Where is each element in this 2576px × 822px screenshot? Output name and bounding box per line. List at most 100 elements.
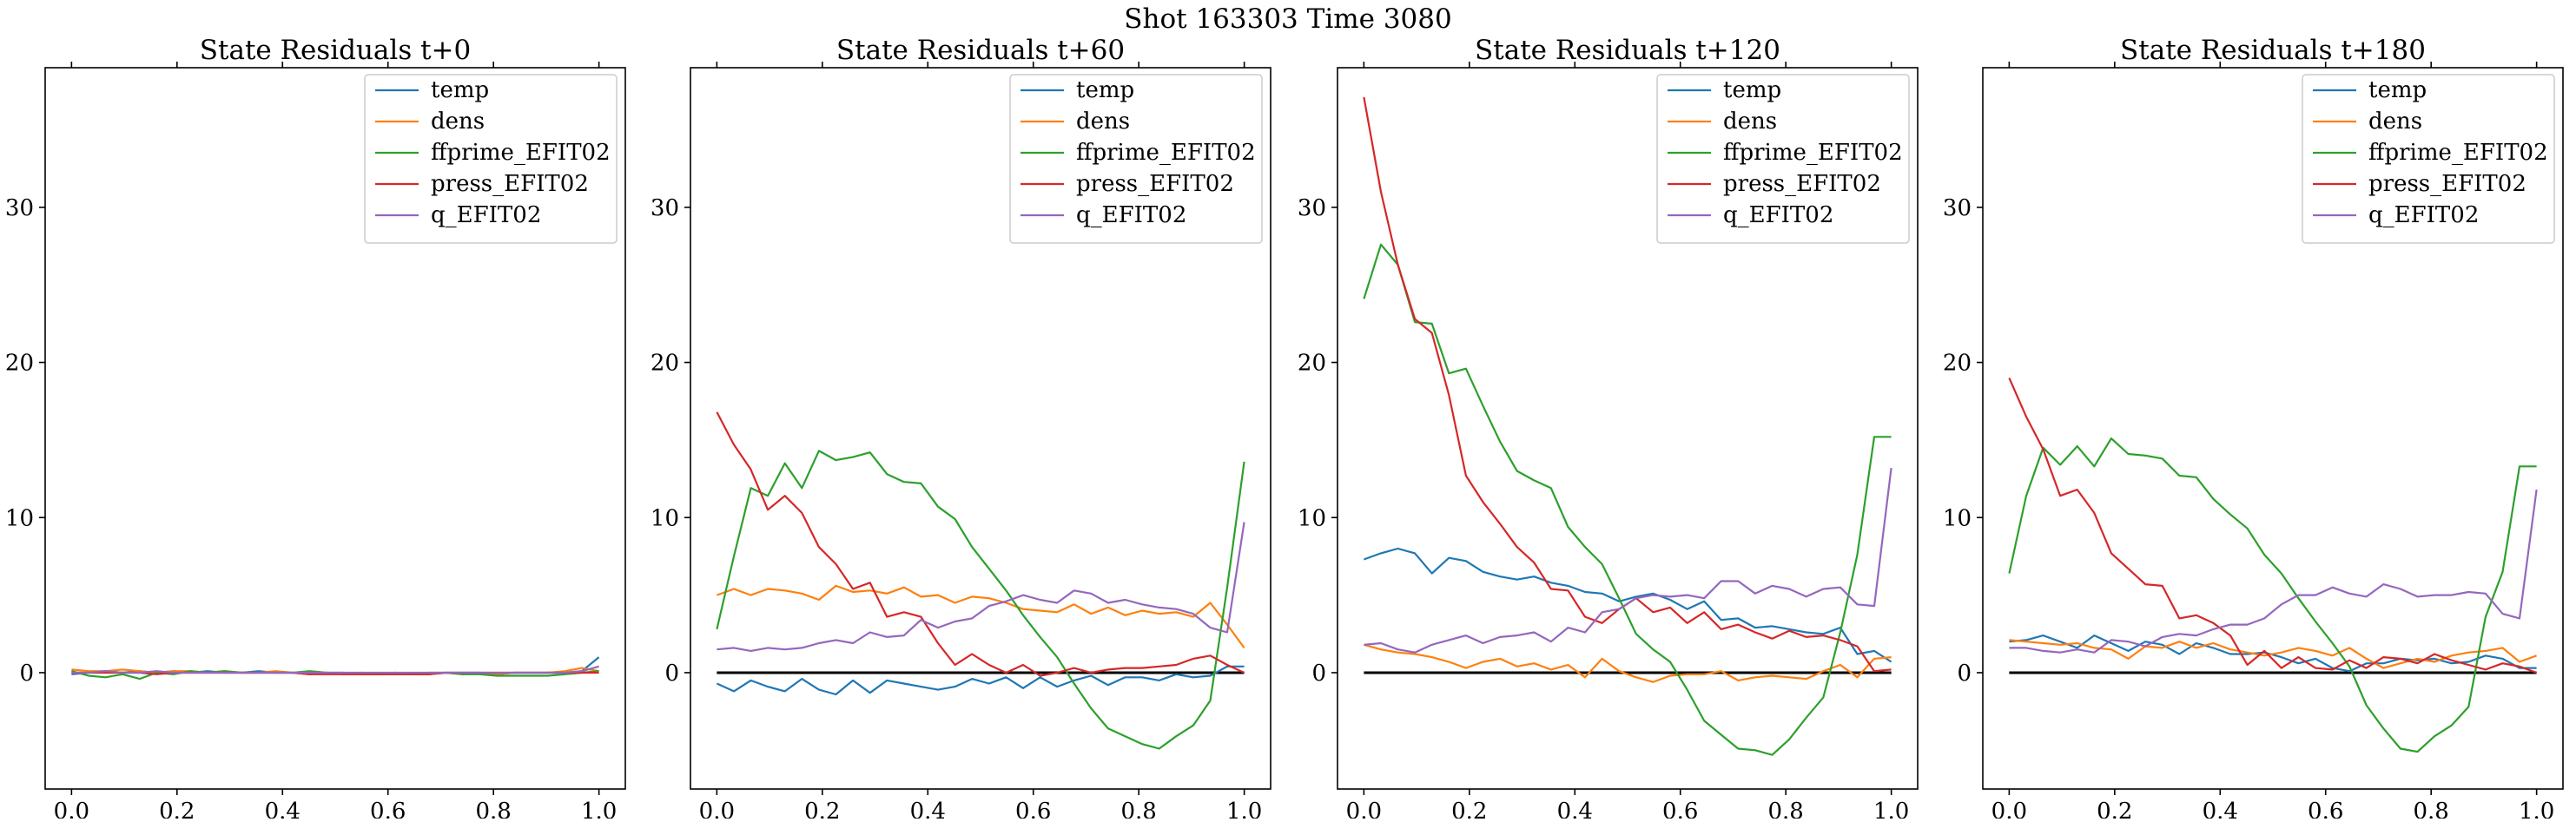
series-line-q-efit02 bbox=[2009, 489, 2538, 654]
x-tick-label: 0.0 bbox=[54, 799, 89, 819]
series-line-press-efit02 bbox=[716, 411, 1245, 677]
legend-label: ffprime_EFIT02 bbox=[431, 140, 611, 166]
legend-label: press_EFIT02 bbox=[1076, 171, 1234, 197]
legend-label: q_EFIT02 bbox=[2368, 202, 2479, 228]
series-line-dens bbox=[2009, 639, 2537, 669]
x-tick-label: 0.6 bbox=[2308, 799, 2343, 819]
series-line-q-efit02 bbox=[71, 665, 599, 674]
axes-frame bbox=[1982, 67, 2564, 790]
y-tick-label: 20 bbox=[1298, 351, 1326, 377]
x-tick-label: 0.8 bbox=[476, 799, 512, 819]
subplot-title: State Residuals t+180 bbox=[2120, 35, 2426, 66]
legend-label: temp bbox=[431, 77, 489, 103]
legend-label: ffprime_EFIT02 bbox=[2368, 140, 2548, 166]
y-tick-label: 30 bbox=[1298, 195, 1326, 221]
y-tick-label: 20 bbox=[1943, 351, 1972, 377]
legend-box bbox=[1656, 74, 1910, 244]
plot-area bbox=[2008, 377, 2538, 753]
subplot-4: State Residuals t+180 0.0 0.2 0.4 0.6 0.8 1.0 0… bbox=[1943, 35, 2564, 822]
series-line-temp bbox=[716, 665, 1245, 696]
x-tick-label: 1.0 bbox=[1226, 799, 1262, 819]
legend-label: ffprime_EFIT02 bbox=[1723, 140, 1903, 166]
legend-label: q_EFIT02 bbox=[1723, 202, 1833, 228]
x-tick-label: 0.6 bbox=[370, 799, 406, 819]
x-tick-label: 0.4 bbox=[265, 799, 301, 819]
series-line-dens bbox=[717, 584, 1245, 649]
y-tick-label: 10 bbox=[1298, 505, 1326, 531]
series-line-temp bbox=[1364, 547, 1892, 663]
subplot-2: State Residuals t+60 0.0 0.2 0.4 0.6 0.8 1.0 0 1… bbox=[651, 35, 1271, 822]
y-tick-label: 30 bbox=[651, 195, 679, 221]
x-tick-label: 0.8 bbox=[1121, 799, 1157, 819]
x-tick-label: 0.4 bbox=[2203, 799, 2238, 819]
legend-label: ffprime_EFIT02 bbox=[1076, 140, 1256, 166]
series-line-ffprime-efit02 bbox=[2008, 437, 2537, 753]
x-tick-label: 0.6 bbox=[1662, 799, 1698, 819]
series-line-q-efit02 bbox=[1364, 467, 1892, 654]
y-tick-label: 0 bbox=[19, 661, 34, 687]
plot-area bbox=[716, 411, 1245, 750]
figure-suptitle: Shot 163303 Time 3080 bbox=[1124, 3, 1452, 35]
x-tick-label: 0.4 bbox=[910, 799, 946, 819]
x-tick-label: 0.4 bbox=[1557, 799, 1593, 819]
x-tick-label: 0.2 bbox=[804, 799, 840, 819]
y-tick-label: 20 bbox=[651, 351, 679, 377]
x-tick-label: 0.0 bbox=[1346, 799, 1382, 819]
x-tick-label: 1.0 bbox=[581, 799, 617, 819]
x-tick-label: 0.8 bbox=[1768, 799, 1804, 819]
subplot-title: State Residuals t+120 bbox=[1475, 35, 1780, 66]
series-line-q-efit02 bbox=[717, 522, 1245, 653]
y-tick-label: 10 bbox=[1943, 505, 1972, 531]
plot-area bbox=[71, 656, 600, 681]
legend: temp dens ffprime_EFIT02 press_EFIT02 q_EFIT… bbox=[2302, 74, 2555, 244]
legend-label: temp bbox=[1723, 77, 1781, 103]
axes-frame bbox=[44, 67, 626, 790]
x-tick-label: 0.2 bbox=[1451, 799, 1487, 819]
legend: temp dens ffprime_EFIT02 press_EFIT02 q_EFIT… bbox=[1656, 74, 1910, 244]
subplot-title: State Residuals t+0 bbox=[200, 35, 471, 66]
legend-label: dens bbox=[1723, 109, 1777, 135]
legend-label: dens bbox=[431, 109, 485, 135]
legend-label: q_EFIT02 bbox=[431, 202, 541, 228]
x-tick-label: 0.0 bbox=[1991, 799, 2027, 819]
legend-label: press_EFIT02 bbox=[2368, 171, 2526, 197]
x-tick-label: 0.0 bbox=[699, 799, 735, 819]
x-tick-label: 0.8 bbox=[2414, 799, 2449, 819]
x-tick-label: 1.0 bbox=[1873, 799, 1909, 819]
subplot-3: State Residuals t+120 0.0 0.2 0.4 0.6 0.8 1.0 0… bbox=[1298, 35, 1919, 822]
y-tick-label: 10 bbox=[5, 505, 34, 531]
legend-label: dens bbox=[2368, 109, 2422, 135]
legend-label: dens bbox=[1076, 109, 1130, 135]
legend-box bbox=[364, 74, 618, 244]
series-line-ffprime-efit02 bbox=[1363, 243, 1892, 756]
x-tick-label: 0.6 bbox=[1015, 799, 1051, 819]
axes-frame bbox=[1337, 67, 1919, 790]
y-tick-label: 0 bbox=[1957, 661, 1972, 687]
legend-label: q_EFIT02 bbox=[1076, 202, 1186, 228]
y-tick-label: 30 bbox=[5, 195, 34, 221]
y-tick-label: 10 bbox=[651, 505, 679, 531]
subplot-1: State Residuals t+0 0.0 0.2 0.4 0.6 0.8 1.0 0 10… bbox=[5, 35, 626, 822]
legend-box bbox=[2302, 74, 2555, 244]
x-tick-label: 0.2 bbox=[159, 799, 195, 819]
legend-label: press_EFIT02 bbox=[431, 171, 589, 197]
y-tick-label: 0 bbox=[664, 661, 679, 687]
subplot-title: State Residuals t+60 bbox=[836, 35, 1125, 66]
y-tick-label: 0 bbox=[1311, 661, 1326, 687]
series-line-press-efit02 bbox=[2008, 377, 2537, 674]
legend-box bbox=[1009, 74, 1263, 244]
x-tick-label: 1.0 bbox=[2519, 799, 2554, 819]
legend-label: temp bbox=[1076, 77, 1134, 103]
series-line-dens bbox=[1364, 643, 1892, 683]
x-tick-label: 0.2 bbox=[2097, 799, 2132, 819]
plot-area bbox=[1363, 96, 1892, 756]
legend: temp dens ffprime_EFIT02 press_EFIT02 q_EFIT… bbox=[1009, 74, 1263, 244]
legend: temp dens ffprime_EFIT02 press_EFIT02 q_EFIT… bbox=[364, 74, 618, 244]
series-line-ffprime-efit02 bbox=[716, 450, 1245, 750]
legend-label: press_EFIT02 bbox=[1723, 171, 1881, 197]
legend-label: temp bbox=[2368, 77, 2427, 103]
y-tick-label: 20 bbox=[5, 351, 34, 377]
y-tick-label: 30 bbox=[1943, 195, 1972, 221]
